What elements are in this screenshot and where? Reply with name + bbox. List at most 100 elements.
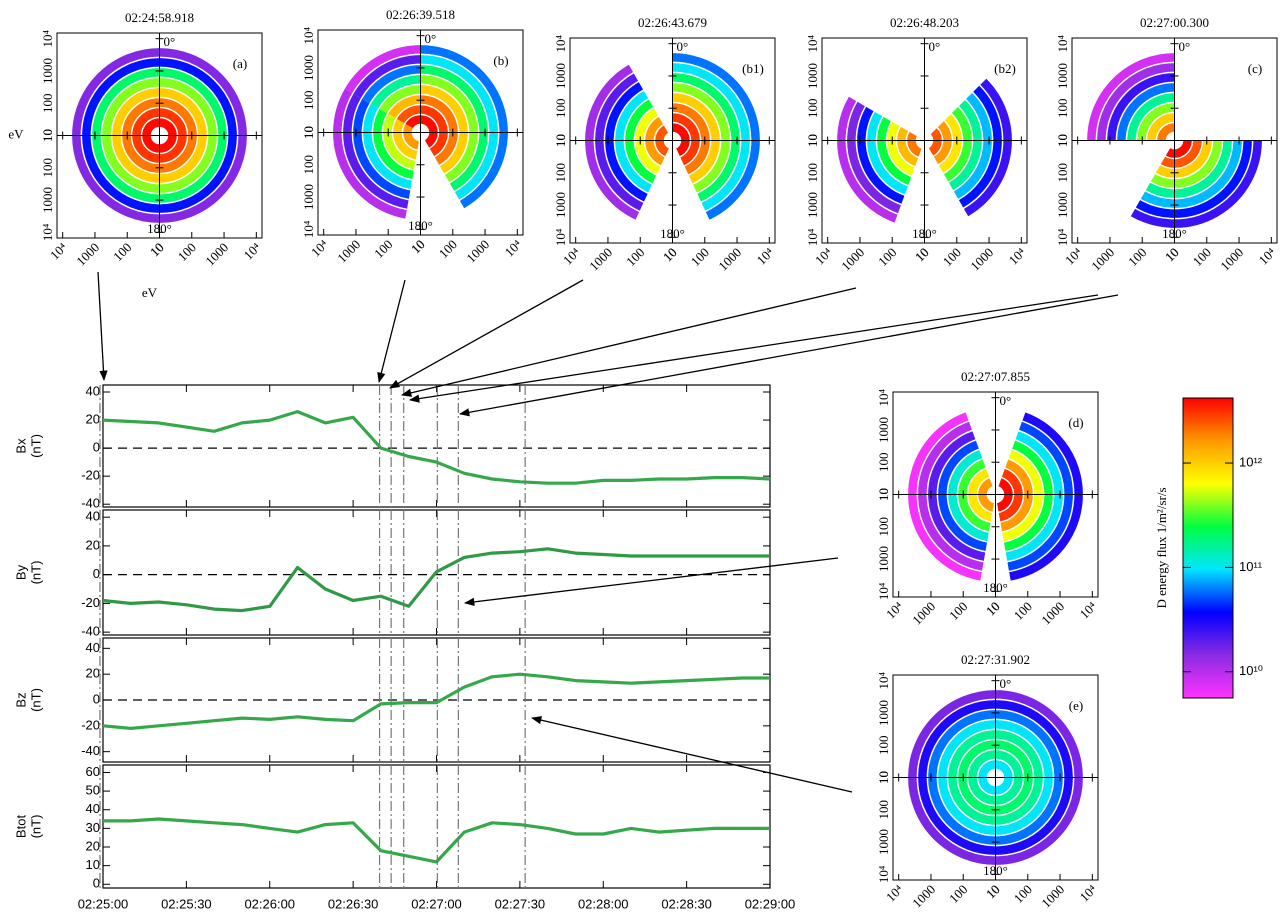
y-tick-label: -20 — [81, 595, 100, 610]
data-line — [102, 547, 770, 613]
flux-arc — [635, 108, 661, 175]
radial-tick-label: 10⁴ — [1055, 34, 1070, 52]
flux-arc — [595, 73, 644, 211]
radial-tick-label: 100 — [553, 98, 568, 118]
flux-arc — [420, 105, 448, 157]
radial-tick-label: 10⁴ — [805, 228, 820, 246]
y-tick-label: 20 — [86, 411, 100, 426]
flux-arc — [938, 440, 988, 551]
y-tick-label: 0 — [93, 876, 100, 891]
radial-tick-label: 10 — [147, 240, 167, 260]
angle-label: 180° — [408, 218, 433, 233]
angle-label: 180° — [983, 863, 1008, 878]
flux-arc — [362, 65, 421, 104]
flux-arc — [1000, 459, 1033, 532]
radial-tick-label: 1000 — [876, 417, 891, 443]
radial-tick-label: 10⁴ — [241, 239, 264, 262]
radial-tick-label: 100 — [875, 245, 899, 269]
flux-arc — [837, 96, 898, 223]
panel-title: 02:24:58.918 — [125, 10, 194, 25]
radial-tick-label: 10⁴ — [754, 244, 777, 267]
x-tick-label: 02:27:30 — [495, 896, 546, 911]
flux-arc — [672, 53, 760, 220]
flux-arc — [867, 111, 908, 195]
flux-arc — [857, 106, 905, 204]
radial-tick-label: 10⁴ — [883, 598, 906, 621]
panel-label: (b1) — [742, 61, 764, 76]
flux-arc — [672, 63, 750, 211]
arrow — [463, 557, 839, 607]
flux-arc — [420, 95, 458, 165]
radial-tick-label: 1000 — [876, 546, 891, 572]
panel-title: 02:27:31.902 — [961, 652, 1030, 667]
panel-title: 02:26:48.203 — [890, 15, 959, 30]
flux-arc — [1140, 140, 1242, 208]
angle-label: 180° — [1162, 226, 1187, 241]
flux-arc — [908, 412, 982, 581]
angle-label: 180° — [983, 580, 1008, 595]
arrows — [97, 271, 1119, 793]
y-tick-label: -20 — [81, 468, 100, 483]
flux-arc — [672, 123, 690, 157]
radial-tick-label: 10⁴ — [876, 582, 891, 600]
radial-tick-label: 1000 — [1217, 245, 1246, 274]
radial-tick-label: 10⁴ — [883, 881, 906, 904]
radial-tick-label: 100 — [688, 245, 712, 269]
arrow — [377, 279, 406, 384]
flux-arc — [1003, 440, 1053, 551]
flux-arc — [420, 45, 508, 209]
x-tick-label: 02:26:30 — [328, 896, 379, 911]
radial-tick-label: 100 — [876, 452, 891, 472]
radial-tick-label: 1000 — [876, 829, 891, 855]
flux-arc — [388, 95, 421, 119]
panel-title: 02:27:00.300 — [1140, 15, 1209, 30]
radial-tick-label: 100 — [805, 163, 820, 183]
panel-title: 02:26:43.679 — [638, 15, 707, 30]
radial-tick-label: 1000 — [805, 63, 820, 89]
flux-arc — [877, 116, 912, 185]
radial-tick-label: 100 — [876, 517, 891, 537]
flux-arc — [1145, 140, 1232, 198]
radial-tick-label: 10 — [660, 245, 680, 265]
y-tick-label: 50 — [86, 783, 100, 798]
angle-label: 0° — [1000, 393, 1012, 408]
radial-tick-label: 1000 — [1038, 599, 1067, 628]
radial-tick-label: 1000 — [202, 240, 231, 269]
angle-label: 180° — [147, 221, 172, 236]
y-tick-label: 60 — [86, 764, 100, 779]
flux-arc — [1150, 140, 1222, 188]
flux-arc — [1130, 140, 1262, 228]
radial-tick-label: 10⁴ — [876, 388, 891, 406]
y-tick-label: 10 — [86, 857, 100, 872]
radial-tick-label: 1000 — [334, 237, 363, 266]
flux-arc — [978, 478, 995, 512]
radial-tick-label: 10⁴ — [301, 220, 316, 238]
radial-tick-label: 10⁴ — [553, 34, 568, 52]
radial-tick-label: 1000 — [1088, 245, 1117, 274]
radial-tick-label: 10 — [876, 488, 891, 501]
angle-label: 0° — [677, 39, 689, 54]
arrow — [400, 287, 857, 397]
flux-arc — [897, 126, 919, 167]
flux-arc — [396, 105, 421, 124]
x-tick-label: 02:25:30 — [161, 896, 212, 911]
radial-tick-label: 100 — [301, 155, 316, 175]
y-tick-label: -40 — [81, 624, 100, 639]
radial-tick-label: 100 — [40, 93, 55, 113]
radial-tick-label: 1000 — [301, 55, 316, 81]
y-tick-label: 0 — [93, 566, 100, 581]
flux-arc — [1002, 450, 1043, 542]
radial-tick-label: 1000 — [553, 192, 568, 218]
flux-arc — [996, 478, 1013, 512]
flux-arc — [1127, 93, 1175, 141]
radial-tick-label: 10 — [876, 771, 891, 784]
radial-tick-label: 100 — [110, 240, 134, 264]
radial-tick-label: 10⁴ — [1077, 881, 1100, 904]
radial-tick-label: 1000 — [1055, 63, 1070, 89]
flux-arc — [948, 99, 982, 191]
unit-label: eV — [142, 285, 158, 300]
radial-tick-label: 1000 — [715, 245, 744, 274]
flux-arc — [1165, 140, 1192, 158]
y-label-unit: (nT) — [28, 561, 43, 585]
radial-tick-label: 1000 — [805, 192, 820, 218]
